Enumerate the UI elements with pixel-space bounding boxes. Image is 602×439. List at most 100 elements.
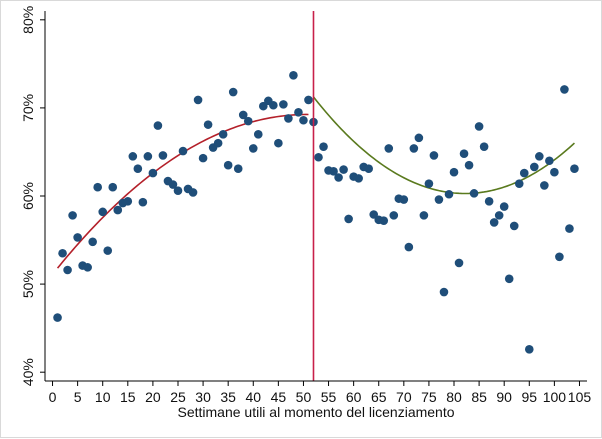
fit-curve: [312, 96, 575, 195]
x-tick-label: 95: [521, 389, 537, 405]
data-point: [143, 152, 153, 161]
data-points: [53, 71, 579, 354]
data-point: [53, 313, 62, 322]
data-point: [354, 174, 363, 183]
data-point: [153, 121, 163, 130]
data-point: [434, 195, 444, 204]
x-tick-label: 85: [471, 389, 487, 405]
data-point: [444, 189, 454, 199]
x-tick-label: 40: [245, 389, 261, 405]
data-point: [540, 181, 549, 190]
x-tick-label: 15: [120, 389, 136, 405]
plot-area: [45, 11, 587, 381]
data-point: [123, 196, 133, 206]
data-point: [243, 116, 253, 126]
data-point: [484, 196, 494, 206]
data-point: [419, 211, 429, 220]
data-point: [469, 189, 479, 198]
plot-background: [45, 11, 587, 381]
data-point: [454, 258, 464, 268]
y-tick-label: 40%: [20, 358, 36, 386]
data-point: [449, 167, 459, 177]
data-point: [319, 142, 328, 151]
data-point: [479, 142, 489, 151]
data-point: [424, 179, 434, 188]
data-point: [459, 149, 469, 159]
data-point: [198, 153, 208, 163]
data-point: [409, 144, 419, 153]
data-point: [274, 138, 283, 148]
axes: 0 5 10 15 20 25 30 35 40 45 50 55 60 65 70 75 80 85 90 95 10…: [20, 6, 591, 405]
data-point: [63, 265, 72, 275]
data-point: [404, 242, 414, 252]
data-point: [474, 122, 484, 131]
x-tick-label: 35: [220, 389, 236, 405]
data-point: [113, 205, 123, 215]
data-point: [103, 246, 113, 255]
data-point: [550, 167, 559, 177]
y-tick-label: 60%: [20, 182, 36, 210]
data-point: [218, 130, 228, 139]
data-point: [213, 138, 223, 148]
data-point: [279, 100, 288, 109]
data-point: [168, 180, 178, 189]
data-point: [248, 144, 258, 153]
y-axis-ticks: 40% 50% 60% 70% 80%: [20, 6, 45, 386]
data-point: [530, 162, 539, 172]
x-tick-label: 90: [496, 389, 512, 405]
data-point: [364, 164, 373, 173]
data-point: [173, 186, 183, 196]
data-point: [565, 224, 574, 233]
data-point: [519, 168, 529, 178]
data-point: [344, 214, 353, 224]
data-point: [158, 151, 168, 160]
data-point: [499, 202, 509, 211]
data-point: [414, 133, 424, 143]
x-tick-label: 80: [446, 389, 462, 405]
data-point: [464, 160, 474, 170]
x-tick-label: 60: [346, 389, 362, 405]
x-tick-label: 0: [49, 389, 57, 405]
data-point: [504, 274, 514, 284]
data-point: [509, 221, 519, 231]
data-point: [294, 108, 303, 117]
data-point: [399, 195, 409, 204]
data-point: [384, 144, 394, 153]
data-point: [339, 165, 348, 174]
y-tick-label: 50%: [20, 270, 36, 298]
x-tick-label: 20: [145, 389, 161, 405]
data-point: [535, 152, 544, 161]
x-axis-ticks: 0 5 10 15 20 25 30 35 40 45 50 55 60 65 70 75 80 85 90 95 10…: [49, 381, 592, 405]
data-point: [133, 164, 143, 173]
data-point: [570, 164, 579, 173]
data-point: [439, 287, 449, 297]
data-point: [73, 233, 82, 242]
data-point: [524, 344, 534, 354]
data-point: [223, 160, 233, 170]
x-tick-label: 45: [271, 389, 287, 405]
x-tick-label: 65: [371, 389, 387, 405]
data-point: [269, 100, 278, 110]
data-point: [429, 151, 439, 160]
data-point: [299, 115, 308, 125]
data-point: [560, 85, 569, 94]
x-tick-label: 25: [170, 389, 186, 405]
data-point: [253, 130, 263, 139]
data-point: [289, 71, 298, 80]
data-point: [494, 211, 504, 220]
data-point: [233, 164, 243, 173]
x-tick-label: 70: [396, 389, 412, 405]
x-tick-label: 5: [74, 389, 82, 405]
x-tick-label: 75: [421, 389, 437, 405]
data-point: [203, 120, 213, 129]
data-point: [545, 156, 554, 166]
data-point: [304, 95, 313, 105]
x-tick-label: 30: [195, 389, 211, 405]
data-point: [138, 197, 148, 207]
data-point: [389, 211, 399, 220]
x-tick-label: 105: [568, 389, 592, 405]
data-point: [98, 207, 108, 217]
data-point: [314, 152, 323, 162]
data-point: [514, 179, 524, 188]
